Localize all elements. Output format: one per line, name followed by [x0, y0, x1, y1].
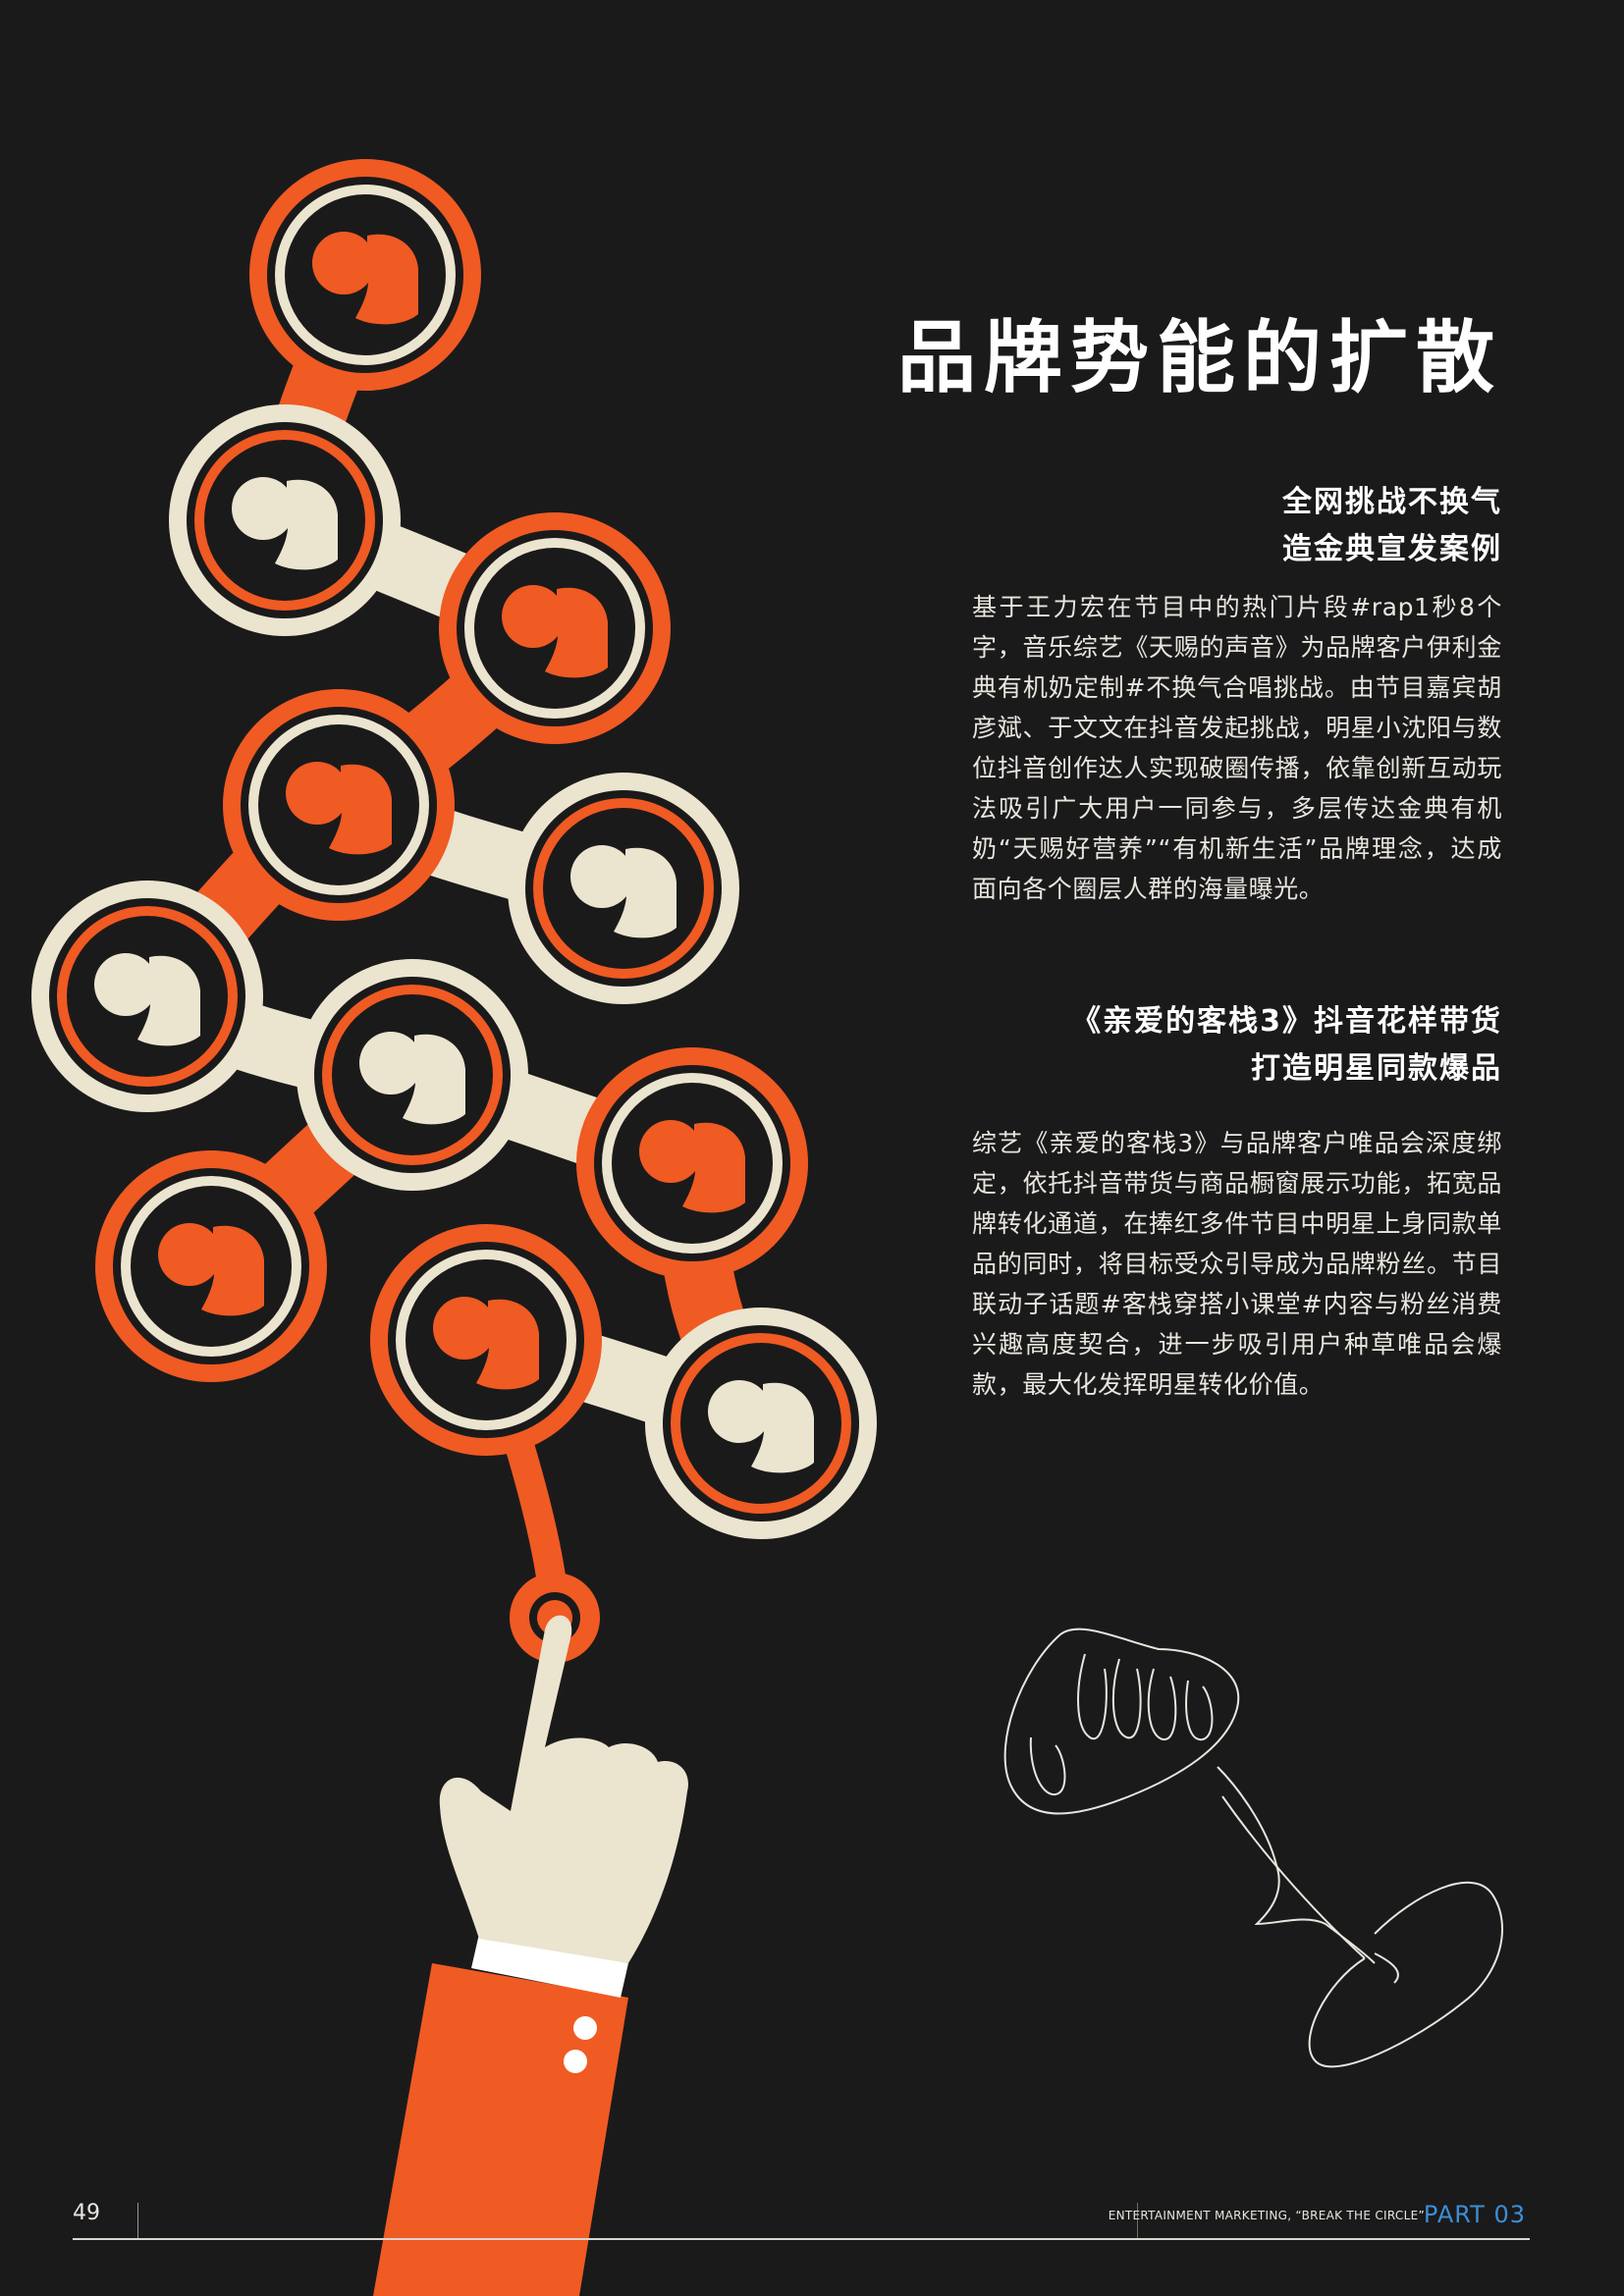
section2-heading-line2: 打造明星同款爆品: [1251, 1051, 1502, 1086]
section1-heading: 全网挑战不换气 造金典宣发案例: [1282, 479, 1502, 573]
section2-heading: 《亲爱的客栈3》抖音花样带货 打造明星同款爆品: [1071, 998, 1502, 1093]
node-orange: [576, 1047, 808, 1279]
node-cream: [169, 404, 401, 636]
node-orange: [249, 159, 481, 391]
section1-body: 基于王力宏在节目中的热门片段#rap1秒8个字，音乐综艺《天赐的声音》为品牌客户…: [972, 593, 1502, 903]
user-nodes: [31, 159, 877, 1663]
section1-heading-line1: 全网挑战不换气: [1282, 485, 1502, 519]
node-cream: [645, 1308, 877, 1539]
section1-heading-line2: 造金典宣发案例: [1282, 532, 1502, 566]
section2-body: 综艺《亲爱的客栈3》与品牌客户唯品会深度绑定，依托抖音带货与商品橱窗展示功能，拓…: [972, 1129, 1502, 1399]
node-cream: [297, 959, 528, 1191]
footer-divider: [1137, 2203, 1138, 2238]
page-number: 49: [73, 2201, 100, 2225]
footer-divider: [137, 2203, 138, 2238]
page-title: 品牌势能的扩散: [897, 312, 1502, 403]
microphone-line-art: [1003, 1628, 1503, 2068]
footer-rule: [73, 2238, 1530, 2240]
section2-heading-line1: 《亲爱的客栈3》抖音花样带货: [1071, 1004, 1502, 1039]
node-cream: [31, 881, 263, 1112]
node-orange: [439, 512, 671, 744]
footer-part-label: PART 03: [1423, 2201, 1526, 2228]
node-cream: [508, 773, 739, 1004]
footer-tagline: ENTERTAINMENT MARKETING, “BREAK THE CIRC…: [1108, 2209, 1425, 2222]
node-orange: [370, 1224, 602, 1456]
node-orange: [95, 1150, 327, 1382]
node-orange: [223, 689, 455, 921]
pointing-hand: [373, 1615, 688, 2296]
